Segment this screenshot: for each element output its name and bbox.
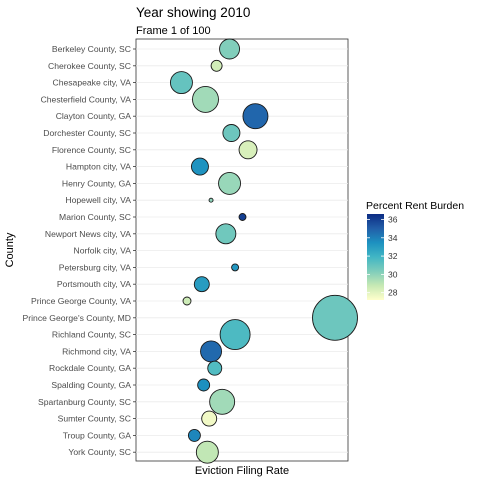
data-point [231,263,240,272]
y-tick-label: Chesapeake city, VA [53,78,132,88]
y-tick-label: Chesterfield County, VA [41,94,132,104]
data-point [215,223,237,245]
y-tick-label: Sumter County, SC [58,414,131,424]
data-point [193,276,210,293]
data-point [238,213,247,221]
data-point [169,71,193,95]
data-point [242,103,269,130]
legend-tick-label: 36 [388,214,398,224]
data-point [222,124,241,142]
y-axis-tick-labels: Berkeley County, SC Cherokee County, SC Ch… [23,44,132,457]
y-axis-ticks [133,48,136,453]
data-point [218,171,242,195]
y-tick-label: Berkeley County, SC [52,44,131,54]
y-tick-label: Troup County, GA [63,430,132,440]
y-tick-label: Rockdale County, GA [49,363,131,373]
legend-colorbar [367,214,384,300]
data-point [192,85,219,113]
data-point [208,197,214,203]
data-point [187,428,201,442]
legend-tick-label: 32 [388,251,398,261]
legend-ticks: 28 30 32 34 36 [367,214,398,298]
data-point [201,410,218,427]
data-point [195,440,219,464]
data-point [209,388,236,415]
data-point [200,340,223,363]
y-tick-label: Spalding County, GA [51,380,131,390]
chart-title: Year showing 2010 [136,5,250,20]
y-tick-label: Prince George County, VA [31,296,131,306]
data-point [219,319,251,351]
y-tick-label: Florence County, SC [52,145,131,155]
y-tick-label: Portsmouth city, VA [57,279,131,289]
legend-tick-label: 34 [388,233,398,243]
y-tick-label: Dorchester County, SC [43,128,131,138]
y-tick-label: Spartanburg County, SC [38,397,131,407]
y-tick-label: Cherokee County, SC [48,61,131,71]
data-point [182,296,192,306]
y-tick-label: Richmond city, VA [62,346,131,356]
data-point [312,294,358,341]
y-tick-label: Marion County, SC [59,212,131,222]
x-axis-title: Eviction Filing Rate [195,465,289,477]
y-tick-label: Norfolk city, VA [74,246,132,256]
y-tick-label: Henry County, GA [62,178,131,188]
data-points [169,38,358,464]
data-point [197,378,211,392]
y-tick-label: Clayton County, GA [56,111,132,121]
legend-tick-label: 28 [388,288,398,298]
y-tick-label: Prince George's County, MD [23,313,131,323]
plot-panel [135,38,349,462]
data-point [190,157,209,176]
data-point [210,59,223,72]
y-tick-label: York County, SC [68,447,131,457]
data-point [219,38,241,60]
legend-title: Percent Rent Burden [366,200,464,212]
legend-tick-label: 30 [388,269,398,279]
chart-subtitle: Frame 1 of 100 [136,25,211,37]
y-tick-label: Richland County, SC [52,330,131,340]
y-tick-label: Hampton city, VA [66,162,131,172]
y-axis-title: County [4,232,16,267]
y-tick-label: Hopewell city, VA [65,195,131,205]
legend: Percent Rent Burden 28 30 32 34 36 [366,200,464,300]
y-tick-label: Newport News city, VA [45,229,131,239]
data-point [238,140,258,160]
data-point [207,360,223,376]
y-tick-label: Petersburg city, VA [59,262,132,272]
